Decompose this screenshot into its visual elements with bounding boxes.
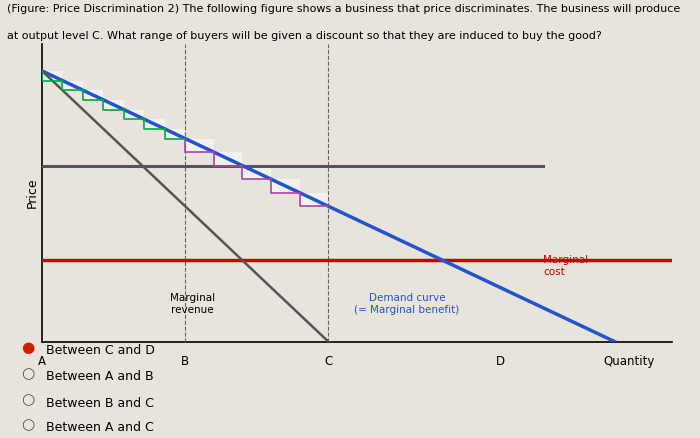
Text: A: A: [38, 355, 46, 368]
Text: ○: ○: [22, 392, 34, 407]
Text: Between A and C: Between A and C: [46, 421, 153, 434]
Bar: [144, 119, 164, 129]
Bar: [271, 179, 300, 193]
Text: at output level C. What range of buyers will be given a discount so that they ar: at output level C. What range of buyers …: [7, 31, 602, 41]
Text: Marginal
revenue: Marginal revenue: [170, 293, 215, 314]
Bar: [300, 193, 328, 206]
Bar: [214, 152, 242, 166]
Bar: [164, 129, 186, 138]
Text: Between A and B: Between A and B: [46, 370, 153, 383]
Text: (Figure: Price Discrimination 2) The following figure shows a business that pric: (Figure: Price Discrimination 2) The fol…: [7, 4, 680, 14]
Text: Between B and C: Between B and C: [46, 396, 153, 410]
Bar: [124, 110, 144, 119]
Text: ○: ○: [22, 417, 34, 432]
Text: Demand curve
(= Marginal benefit): Demand curve (= Marginal benefit): [354, 293, 460, 314]
Text: D: D: [496, 355, 505, 368]
Bar: [83, 90, 104, 100]
Bar: [62, 81, 83, 90]
Bar: [104, 100, 124, 110]
Text: ○: ○: [22, 366, 34, 381]
Text: Marginal
cost: Marginal cost: [543, 255, 588, 276]
Bar: [42, 71, 62, 81]
Bar: [242, 166, 271, 179]
Text: ●: ●: [22, 340, 34, 355]
Y-axis label: Price: Price: [26, 177, 39, 208]
Text: B: B: [181, 355, 189, 368]
Bar: [186, 138, 214, 152]
Text: Quantity: Quantity: [603, 355, 654, 368]
Text: Between C and D: Between C and D: [46, 344, 155, 357]
Text: C: C: [324, 355, 332, 368]
